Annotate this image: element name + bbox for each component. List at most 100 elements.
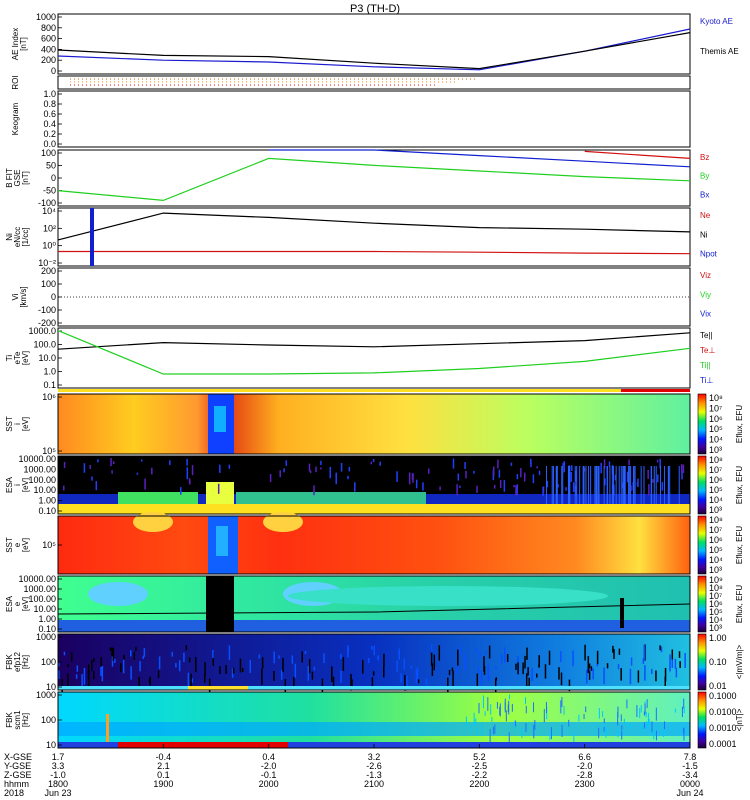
spectrogram-pixel bbox=[329, 466, 332, 479]
spectrogram-pixel bbox=[533, 724, 535, 739]
panel-fbk_b: 1000 100 10 FBK scm1 [Hz] 0.1000 0.0100 0.0010 0.… bbox=[5, 690, 744, 750]
spectrogram-pixel bbox=[415, 479, 418, 489]
spectrogram-pixel bbox=[309, 470, 312, 474]
spectrogram-pixel bbox=[188, 657, 191, 663]
colorbar-label: Eflux, EFU bbox=[735, 466, 744, 504]
spectrogram-pixel bbox=[95, 481, 98, 491]
spectrogram-pixel bbox=[332, 676, 335, 687]
y-tick-label: 800 bbox=[41, 23, 56, 33]
spectrogram-pixel bbox=[439, 486, 441, 491]
spectrogram-pixel bbox=[620, 668, 622, 681]
spectrogram-pixel bbox=[653, 731, 655, 740]
x-tick-label: 2300 bbox=[575, 779, 595, 789]
x-tick-label: -1.0 bbox=[50, 770, 66, 780]
spectrogram-pixel bbox=[498, 469, 501, 478]
spectrogram-pixel bbox=[588, 663, 591, 680]
spectrogram-pixel bbox=[629, 668, 632, 685]
spectrogram-pixel bbox=[642, 658, 645, 664]
spectrogram-pixel bbox=[504, 702, 506, 711]
spectrogram-pixel bbox=[228, 645, 231, 660]
x-tick-label: -0.1 bbox=[261, 770, 277, 780]
spectrogram-pixel bbox=[657, 474, 659, 483]
spectrogram-pixel bbox=[662, 729, 664, 737]
x-tick-label: -2.6 bbox=[366, 761, 382, 771]
spectrogram-pixel bbox=[572, 650, 574, 667]
colorbar-tick-label: 0.10 bbox=[709, 657, 727, 667]
spectrogram-pixel bbox=[308, 659, 311, 674]
x-tick-label: 1900 bbox=[153, 779, 173, 789]
colorbar bbox=[697, 455, 707, 515]
panel-vi: 200 100 0 -100 -200 Vi [km/s] Viz Viy Vix bbox=[11, 266, 711, 328]
panel-frame bbox=[57, 75, 691, 90]
spectrogram-pixel bbox=[628, 466, 630, 504]
x-tick-label: Jun 23 bbox=[44, 788, 71, 798]
spectrogram-pixel bbox=[219, 666, 221, 674]
spectrogram-pixel bbox=[138, 677, 140, 690]
spectrogram-pixel bbox=[617, 664, 620, 670]
colorbar-tick-label: 10³ bbox=[709, 623, 722, 633]
spectrogram-pixel bbox=[550, 727, 552, 740]
spectrogram-pixel bbox=[112, 647, 115, 662]
y-tick-label: 10⁶ bbox=[42, 392, 56, 402]
x-tick-label: 3.3 bbox=[52, 761, 65, 771]
y-tick-label: 200 bbox=[41, 55, 56, 65]
spectrogram-pixel bbox=[682, 727, 684, 734]
y-axis-label: [eV] bbox=[21, 351, 30, 365]
colorbar bbox=[697, 633, 707, 691]
panel-frame bbox=[57, 393, 691, 455]
spectrogram-pixel bbox=[509, 694, 511, 700]
y-axis-label: GSE bbox=[13, 170, 22, 187]
spectrogram-pixel bbox=[232, 667, 235, 674]
colorbar-tick-label: 10⁶ bbox=[709, 535, 723, 545]
spectrogram-pixel bbox=[473, 470, 475, 474]
spectrogram-pixel bbox=[475, 718, 477, 726]
spectrogram-pixel bbox=[495, 666, 497, 670]
legend-entry: Te⊥ bbox=[700, 346, 715, 355]
spectrogram-pixel bbox=[643, 644, 645, 661]
colorbar-tick-label: 0.0010 bbox=[709, 723, 737, 733]
spectrogram-pixel bbox=[473, 712, 475, 727]
spectrogram-pixel bbox=[373, 645, 375, 656]
y-tick-label: 0.2 bbox=[43, 129, 56, 139]
spectrogram-pixel bbox=[584, 644, 586, 661]
spectrogram-pixel bbox=[561, 466, 563, 504]
y-axis-label: ESA bbox=[5, 476, 14, 493]
spectrogram-pixel bbox=[578, 714, 580, 722]
spectrogram-pixel bbox=[678, 651, 681, 658]
spectrogram-pixel bbox=[561, 724, 563, 737]
spectrogram-pixel bbox=[576, 466, 578, 504]
x-tick-label: 6.6 bbox=[578, 752, 591, 762]
spectrogram-pixel bbox=[603, 667, 605, 685]
spectrogram-pixel bbox=[430, 644, 433, 653]
spectrogram-pixel bbox=[485, 651, 487, 655]
colorbar-label: Eflux, EFU bbox=[735, 585, 744, 623]
colorbar-label: <|mV/m|> bbox=[735, 644, 744, 679]
spectrogram-pixel bbox=[663, 721, 665, 730]
spectrogram-pixel bbox=[660, 646, 663, 653]
spectrogram-pixel bbox=[398, 648, 401, 660]
spectrogram-pixel bbox=[621, 725, 623, 730]
spectrogram-pixel bbox=[273, 651, 275, 664]
series-line-by bbox=[57, 157, 691, 202]
spectrogram-pixel bbox=[570, 472, 573, 482]
spectrogram-pixel bbox=[457, 473, 460, 481]
spectrogram-pixel bbox=[646, 699, 648, 709]
spectrogram-pixel bbox=[523, 472, 526, 482]
spectrogram-band bbox=[118, 742, 288, 748]
spectrogram-pixel bbox=[561, 696, 563, 708]
spectrogram-pixel bbox=[311, 671, 314, 680]
spectrogram-pixel bbox=[675, 667, 678, 678]
panel-frame bbox=[57, 455, 691, 515]
plot-title: P3 (TH-D) bbox=[350, 3, 400, 15]
spectrogram-pixel bbox=[515, 485, 517, 496]
spectrogram-pixel bbox=[589, 668, 591, 672]
x-tick-label: -2.8 bbox=[577, 770, 593, 780]
spectrogram-pixel bbox=[212, 649, 214, 659]
spectrogram-pixel bbox=[538, 655, 540, 667]
spectrogram-band bbox=[58, 504, 690, 514]
spectrogram-pixel bbox=[114, 658, 116, 663]
x-tick-label: Jun 24 bbox=[676, 788, 703, 798]
spectrogram-band bbox=[106, 714, 109, 748]
x-row-label: hhmm bbox=[4, 779, 29, 789]
spectrogram-pixel bbox=[186, 467, 189, 480]
